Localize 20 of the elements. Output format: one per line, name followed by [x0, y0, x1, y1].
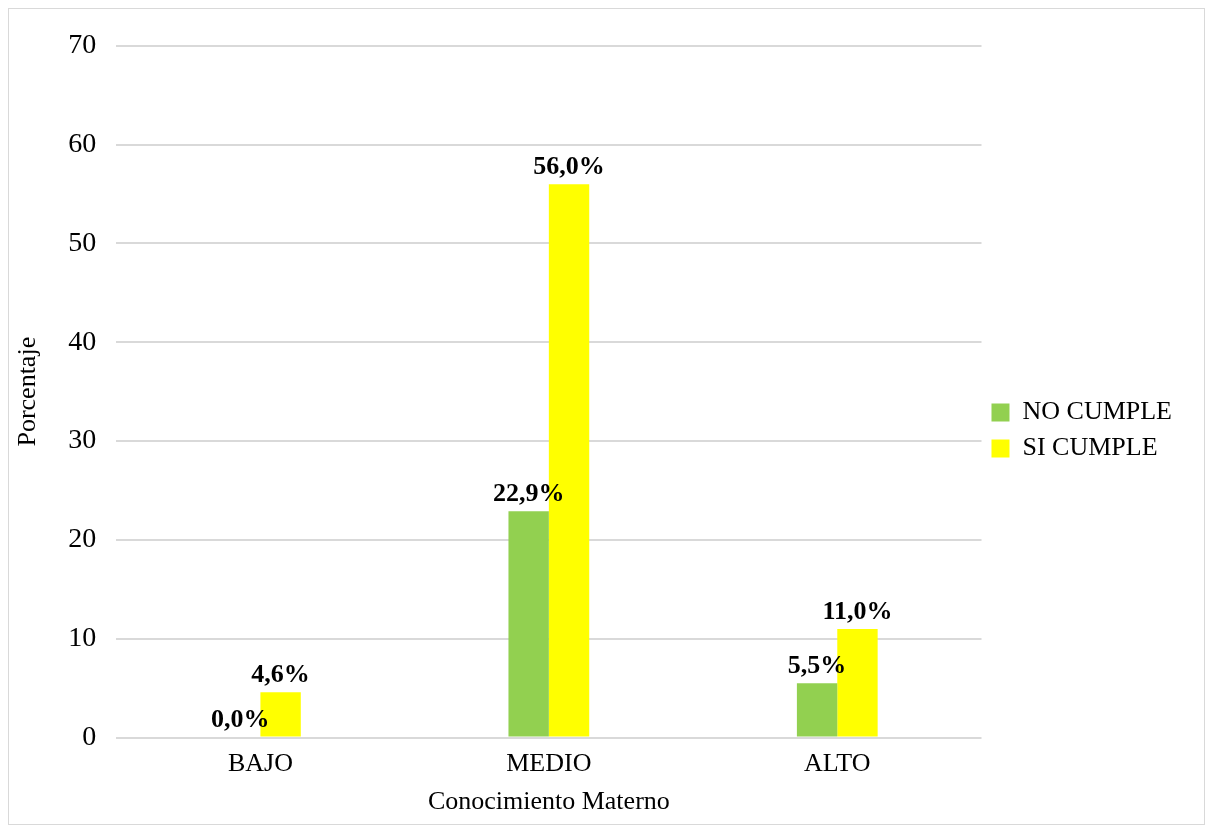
data-label: 11,0% — [822, 595, 893, 625]
bar — [796, 683, 838, 737]
x-tick-label: MEDIO — [506, 748, 592, 778]
y-tick-label: 40 — [68, 324, 97, 356]
y-tick-label: 0 — [82, 719, 97, 751]
data-label: 4,6% — [251, 658, 310, 688]
y-tick-label: 50 — [68, 225, 97, 257]
y-tick-label: 70 — [68, 28, 97, 60]
x-tick-label: BAJO — [227, 748, 293, 778]
y-tick-label: 20 — [68, 522, 97, 554]
y-axis-title: Porcentaje — [12, 336, 42, 447]
y-tick-label: 60 — [68, 126, 97, 158]
x-axis-title: Conocimiento Materno — [427, 786, 670, 816]
legend-label: NO CUMPLE — [1022, 396, 1172, 426]
bar — [508, 511, 549, 737]
x-tick-label: ALTO — [804, 748, 871, 778]
y-tick-label: 10 — [68, 621, 97, 653]
data-label: 56,0% — [533, 150, 605, 180]
y-tick-label: 30 — [68, 423, 97, 455]
legend-label: SI CUMPLE — [1022, 432, 1158, 462]
